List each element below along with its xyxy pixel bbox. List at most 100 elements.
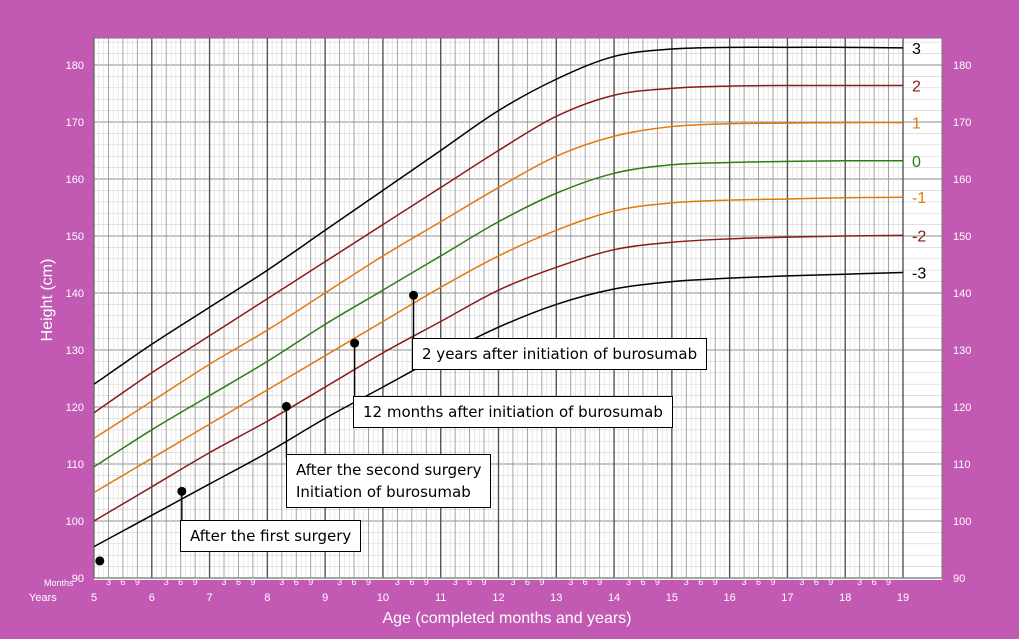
y-tick-left: 160 <box>66 174 84 186</box>
y-tick-left: 130 <box>66 345 84 357</box>
x-tick-month: 3 <box>337 577 342 587</box>
x-tick-month: 9 <box>308 577 313 587</box>
x-tick-month: 6 <box>698 577 703 587</box>
patient-height-point <box>177 486 187 496</box>
sd-curve-0 <box>93 159 904 468</box>
patient-height-point <box>409 290 419 300</box>
x-tick-month: 6 <box>178 577 183 587</box>
x-tick-year: 14 <box>608 592 620 604</box>
x-tick-month: 3 <box>106 577 111 587</box>
x-tick-month: 6 <box>120 577 125 587</box>
x-tick-year: 12 <box>492 592 504 604</box>
x-tick-month: 6 <box>352 577 357 587</box>
x-tick-month: 9 <box>886 577 891 587</box>
y-tick-right: 170 <box>953 117 971 129</box>
sd-labels: 3 2 1 0 -1 -2 -3 <box>912 41 926 283</box>
sd-curve-2 <box>93 84 903 414</box>
sd-curve-1 <box>93 121 904 439</box>
y-tick-right: 180 <box>953 60 971 72</box>
x-tick-month: 6 <box>756 577 761 587</box>
x-tick-month: 9 <box>597 577 602 587</box>
y-tick-left: 90 <box>72 573 84 585</box>
months-row-label: Months <box>44 578 74 588</box>
x-tick-month: 9 <box>193 577 198 587</box>
annotation-box: After the first surgery <box>180 520 362 552</box>
x-tick-month: 9 <box>770 577 775 587</box>
y-tick-right: 130 <box>953 345 971 357</box>
x-tick-year: 13 <box>550 592 562 604</box>
y-tick-right: 140 <box>953 288 971 300</box>
plot-frame <box>93 37 943 579</box>
y-tick-right: 100 <box>953 516 971 528</box>
patient-height-point <box>350 338 360 348</box>
y-tick-right: 90 <box>953 573 965 585</box>
x-tick-month: 3 <box>395 577 400 587</box>
x-tick-month: 9 <box>366 577 371 587</box>
patient-height-point <box>95 556 105 566</box>
annotation-box: After the second surgery Initiation of bu… <box>286 454 492 508</box>
annotation-text: After the first surgery <box>190 527 352 545</box>
x-tick-month: 3 <box>857 577 862 587</box>
sd-label-3: 3 <box>912 41 921 58</box>
annotation-text: 2 years after initiation of burosumab <box>422 345 698 363</box>
y-tick-left: 150 <box>66 231 84 243</box>
x-tick-month: 6 <box>640 577 645 587</box>
y-tick-right: 160 <box>953 174 971 186</box>
y-tick-left: 180 <box>66 60 84 72</box>
annotation-box: 2 years after initiation of burosumab <box>412 338 708 370</box>
sd-label--1: -1 <box>912 190 926 207</box>
x-tick-month: 9 <box>482 577 487 587</box>
x-tick-month: 6 <box>814 577 819 587</box>
annotation-box: 12 months after initiation of burosumab <box>353 396 673 428</box>
x-tick-year: 7 <box>207 592 213 604</box>
sd-label--2: -2 <box>912 228 926 245</box>
x-tick-year: 6 <box>149 592 155 604</box>
x-tick-month: 3 <box>799 577 804 587</box>
y-tick-right: 110 <box>953 459 971 471</box>
x-tick-month: 9 <box>713 577 718 587</box>
sd-curves <box>93 46 904 548</box>
x-tick-year: 19 <box>897 592 909 604</box>
x-tick-month: 3 <box>684 577 689 587</box>
y-tick-right: 120 <box>953 402 971 414</box>
y-axis-title: Height (cm) <box>39 259 56 342</box>
y-tick-left: 110 <box>66 459 84 471</box>
x-tick-month: 9 <box>250 577 255 587</box>
x-tick-month: 3 <box>279 577 284 587</box>
annotation-text: After the second surgery <box>296 461 482 479</box>
x-tick-month: 6 <box>583 577 588 587</box>
x-tick-month: 6 <box>409 577 414 587</box>
x-tick-month: 3 <box>568 577 573 587</box>
sd-label-1: 1 <box>912 116 921 133</box>
annotation-text: Initiation of burosumab <box>296 483 471 501</box>
x-tick-month: 9 <box>424 577 429 587</box>
y-tick-left: 140 <box>66 288 84 300</box>
y-tick-left: 120 <box>66 402 84 414</box>
patient-points <box>95 290 419 566</box>
y-tick-right: 150 <box>953 231 971 243</box>
x-tick-year: 8 <box>264 592 270 604</box>
x-tick-month: 3 <box>164 577 169 587</box>
y-tick-left: 100 <box>66 516 84 528</box>
x-tick-year: 5 <box>91 592 97 604</box>
sd-curve--3 <box>93 271 904 548</box>
x-tick-year: 10 <box>377 592 389 604</box>
x-tick-month: 3 <box>626 577 631 587</box>
sd-curve-3 <box>93 46 904 385</box>
x-tick-year: 9 <box>322 592 328 604</box>
sd-curve--2 <box>93 234 904 522</box>
sd-curve--1 <box>93 196 904 494</box>
x-tick-month: 9 <box>135 577 140 587</box>
x-tick-month: 6 <box>294 577 299 587</box>
sd-label-0: 0 <box>912 154 921 171</box>
x-tick-year: 11 <box>435 592 446 604</box>
x-tick-month: 3 <box>453 577 458 587</box>
x-tick-month: 3 <box>222 577 227 587</box>
x-axis-title: Age (completed months and years) <box>382 610 631 627</box>
x-tick-month: 9 <box>828 577 833 587</box>
years-row-label: Years <box>29 592 57 604</box>
annotation-leaders <box>181 295 415 524</box>
x-tick-year: 15 <box>666 592 678 604</box>
annotation-text: 12 months after initiation of burosumab <box>363 403 663 421</box>
